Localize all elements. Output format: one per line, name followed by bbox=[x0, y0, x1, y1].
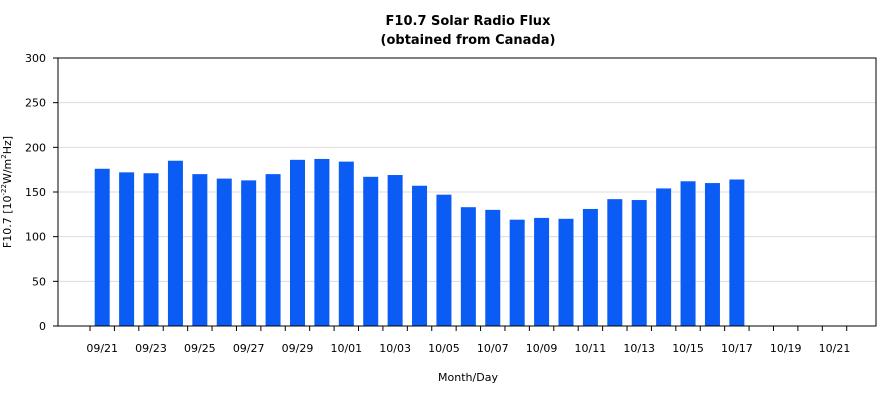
x-tick-label: 10/13 bbox=[623, 342, 655, 355]
x-tick-label: 10/17 bbox=[721, 342, 753, 355]
x-tick-label: 10/01 bbox=[330, 342, 362, 355]
bar-09-28 bbox=[265, 174, 281, 326]
bar-10-17 bbox=[729, 179, 745, 326]
bar-10-03 bbox=[387, 175, 403, 326]
bar-10-06 bbox=[460, 207, 476, 326]
bar-09-29 bbox=[289, 159, 305, 326]
bar-10-09 bbox=[534, 217, 550, 326]
x-tick-label: 10/03 bbox=[379, 342, 411, 355]
bar-10-02 bbox=[363, 176, 379, 326]
y-axis: 0 50 100 150 200 250 300 bbox=[25, 52, 58, 333]
bar-10-10 bbox=[558, 218, 574, 326]
bar-09-30 bbox=[314, 158, 330, 326]
bar-10-07 bbox=[485, 209, 501, 326]
bar-09-22 bbox=[119, 172, 135, 326]
y-tick-label: 250 bbox=[25, 97, 46, 110]
x-tick-label: 10/15 bbox=[672, 342, 704, 355]
bar-10-13 bbox=[631, 200, 647, 326]
chart-subtitle: (obtained from Canada) bbox=[381, 33, 556, 48]
y-axis-label: F10.7 [10-22W/m2Hz] bbox=[0, 136, 14, 248]
x-tick-label: 10/07 bbox=[477, 342, 509, 355]
y-tick-label: 150 bbox=[25, 186, 46, 199]
bar-09-27 bbox=[241, 180, 257, 326]
y-tick-label: 200 bbox=[25, 141, 46, 154]
bars bbox=[94, 158, 745, 326]
x-tick-label: 10/05 bbox=[428, 342, 460, 355]
x-tick-label: 09/21 bbox=[86, 342, 118, 355]
bar-09-24 bbox=[167, 160, 183, 326]
chart-title: F10.7 Solar Radio Flux bbox=[386, 14, 552, 29]
x-tick-label: 10/09 bbox=[526, 342, 558, 355]
x-axis: 09/21 09/23 09/25 09/27 09/29 10/01 10/03 10/05… bbox=[86, 326, 850, 355]
x-axis-label: Month/Day bbox=[438, 371, 498, 384]
x-tick-label: 10/11 bbox=[575, 342, 607, 355]
bar-10-14 bbox=[656, 188, 672, 326]
bar-09-25 bbox=[192, 174, 208, 326]
y-tick-label: 0 bbox=[39, 320, 46, 333]
x-tick-label: 10/21 bbox=[819, 342, 851, 355]
y-tick-label: 300 bbox=[25, 52, 46, 65]
bar-10-08 bbox=[509, 219, 525, 326]
bar-10-04 bbox=[412, 185, 428, 326]
x-tick-label: 09/29 bbox=[282, 342, 314, 355]
bar-09-21 bbox=[94, 168, 110, 326]
bar-10-16 bbox=[704, 183, 720, 326]
bar-10-05 bbox=[436, 194, 452, 326]
bar-10-15 bbox=[680, 181, 696, 326]
x-tick-label: 09/27 bbox=[233, 342, 265, 355]
bar-10-01 bbox=[338, 161, 354, 326]
y-tick-label: 50 bbox=[32, 275, 46, 288]
y-tick-label: 100 bbox=[25, 231, 46, 244]
x-tick-label: 10/19 bbox=[770, 342, 802, 355]
x-tick-label: 09/23 bbox=[135, 342, 167, 355]
bar-09-23 bbox=[143, 173, 159, 326]
bar-10-11 bbox=[582, 208, 598, 326]
bar-09-26 bbox=[216, 178, 232, 326]
x-tick-label: 09/25 bbox=[184, 342, 216, 355]
bar-10-12 bbox=[607, 199, 623, 326]
